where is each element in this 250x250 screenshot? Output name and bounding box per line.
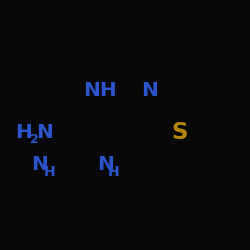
Text: NH: NH: [84, 81, 117, 100]
Text: N: N: [141, 81, 158, 100]
Text: N: N: [36, 123, 53, 142]
Text: N: N: [31, 155, 48, 174]
Text: N: N: [97, 155, 114, 174]
Text: H: H: [44, 165, 56, 179]
Text: S: S: [171, 121, 188, 144]
Text: H: H: [108, 165, 120, 179]
Text: H: H: [15, 123, 32, 142]
Text: 2: 2: [30, 133, 39, 146]
